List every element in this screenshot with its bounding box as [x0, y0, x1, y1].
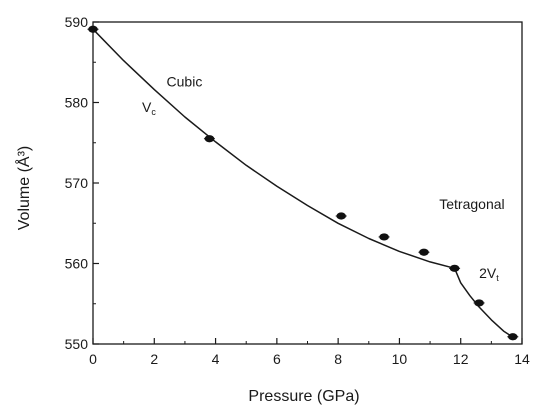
fit-curve-layer — [92, 28, 517, 340]
y-tick-label: 580 — [65, 95, 89, 111]
data-point — [335, 212, 347, 220]
y-axis: 550 560 570 580 590 — [65, 14, 99, 352]
data-points — [87, 25, 519, 341]
data-point — [449, 264, 461, 272]
x-tick-label: 14 — [514, 351, 530, 367]
annotation-twovt: 2Vt — [479, 265, 499, 283]
data-point — [418, 248, 430, 256]
x-axis: 0 2 4 6 8 10 12 14 — [89, 338, 530, 367]
x-tick-label: 12 — [453, 351, 469, 367]
x-tick-label: 4 — [212, 351, 220, 367]
data-point — [87, 25, 99, 33]
x-tick-label: 0 — [89, 351, 97, 367]
y-tick-label: 560 — [65, 256, 89, 272]
x-tick-label: 10 — [392, 351, 408, 367]
fit-curve — [92, 28, 517, 340]
data-point — [378, 233, 390, 241]
y-axis-title: Volume (Å³) — [14, 146, 33, 230]
data-point — [473, 299, 485, 307]
x-tick-label: 8 — [334, 351, 342, 367]
annotation-vc: Vc — [142, 99, 156, 117]
annotation-tetragonal: Tetragonal — [439, 196, 504, 212]
x-axis-title: Pressure (GPa) — [248, 388, 359, 405]
annotations: Cubic Vc Tetragonal 2Vt — [142, 73, 505, 283]
annotation-cubic: Cubic — [167, 73, 203, 89]
plot-area — [92, 21, 523, 345]
plot-border — [92, 21, 523, 345]
x-tick-label: 6 — [273, 351, 281, 367]
x-tick-label: 2 — [150, 351, 158, 367]
y-tick-label: 570 — [65, 175, 89, 191]
y-tick-label: 550 — [65, 336, 89, 352]
data-point — [203, 135, 215, 143]
data-point — [507, 333, 519, 341]
y-tick-label: 590 — [65, 14, 89, 30]
